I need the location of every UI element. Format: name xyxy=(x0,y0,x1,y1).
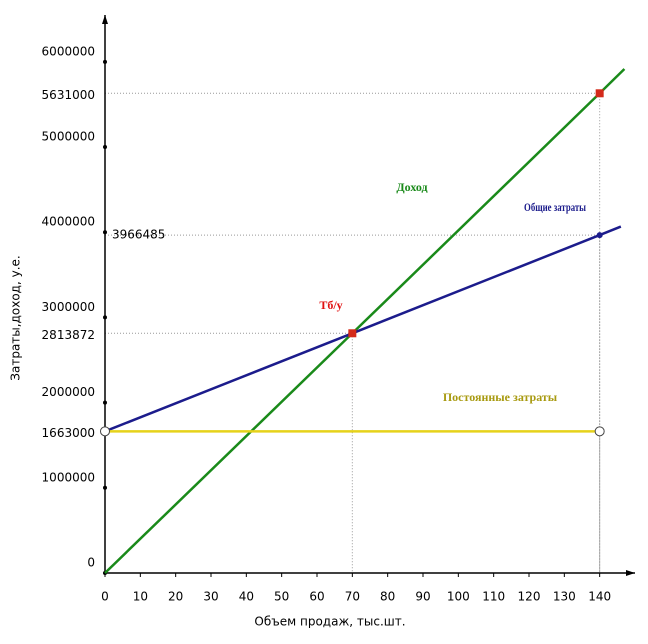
y-tick xyxy=(103,485,107,490)
y-tick-label: 4000000 xyxy=(42,215,95,229)
y-guide-label: 5631000 xyxy=(42,88,95,102)
y-tick xyxy=(103,59,107,64)
point-marker xyxy=(100,426,110,437)
y-guide-label: 1663000 xyxy=(42,426,95,440)
y-guide-label: 3966485 xyxy=(112,228,165,242)
x-tick-label: 10 xyxy=(133,590,148,604)
x-tick-label: 120 xyxy=(518,590,541,604)
y-tick-label: 2000000 xyxy=(42,385,95,399)
y-axis-title: Затраты,доход, у.е. xyxy=(9,255,23,380)
y-guide-label: 2813872 xyxy=(42,328,95,342)
y-tick xyxy=(103,315,107,320)
series-label: Постоянные затраты xyxy=(443,390,558,404)
point-marker xyxy=(596,232,603,239)
x-axis-title: Объем продаж, тыс.шт. xyxy=(254,615,405,629)
x-tick-label: 20 xyxy=(168,590,183,604)
x-tick-label: 130 xyxy=(553,590,576,604)
point-marker xyxy=(595,89,604,98)
y-tick xyxy=(103,145,107,150)
series-line xyxy=(104,68,626,574)
series-label: Доход xyxy=(396,180,427,194)
y-tick xyxy=(103,230,107,235)
series-label: Общие затраты xyxy=(524,200,586,214)
x-tick-label: 60 xyxy=(309,590,324,604)
y-tick-label: 3000000 xyxy=(42,300,95,314)
y-tick-label: 5000000 xyxy=(42,130,95,144)
series-line xyxy=(104,225,622,433)
x-tick-label: 40 xyxy=(239,590,254,604)
x-tick-label: 140 xyxy=(588,590,611,604)
y-tick-label: 6000000 xyxy=(42,44,95,58)
x-tick-label: 0 xyxy=(101,590,109,604)
y-tick-label: 0 xyxy=(87,556,95,570)
x-tick-label: 100 xyxy=(447,590,470,604)
point-marker xyxy=(594,426,605,437)
x-tick-label: 80 xyxy=(380,590,395,604)
x-tick-label: 90 xyxy=(415,590,430,604)
x-tick-label: 110 xyxy=(482,590,505,604)
y-axis-arrow xyxy=(102,15,108,24)
point-marker xyxy=(348,329,357,338)
break-even-label: Тб/у xyxy=(319,298,342,312)
x-tick-label: 70 xyxy=(345,590,360,604)
y-tick-label: 1000000 xyxy=(42,470,95,484)
y-tick xyxy=(103,400,107,405)
x-axis-arrow xyxy=(626,570,635,576)
x-tick-label: 30 xyxy=(203,590,218,604)
x-tick-label: 50 xyxy=(274,590,289,604)
